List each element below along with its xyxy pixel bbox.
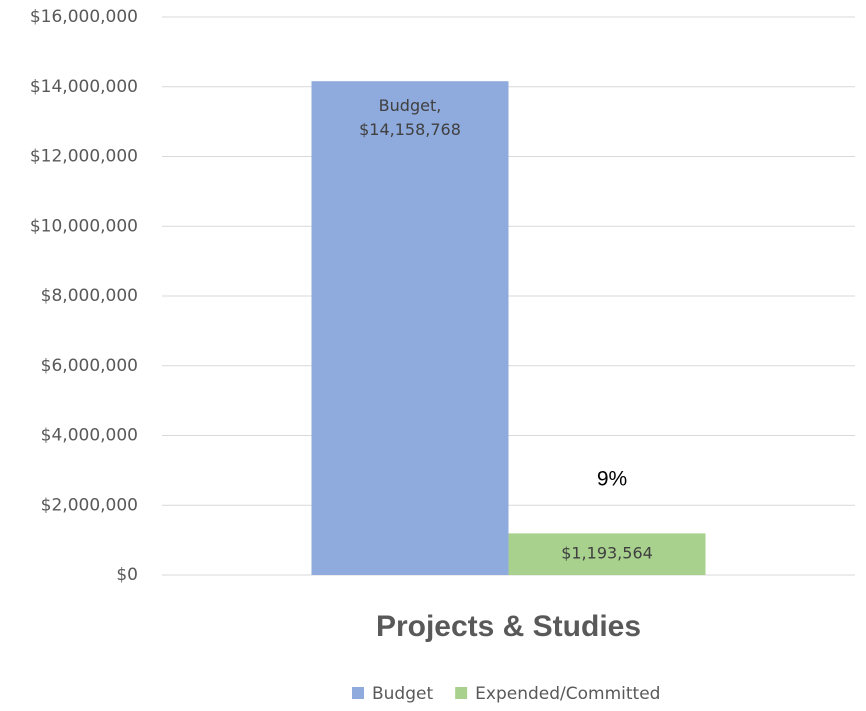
y-tick-label: $4,000,000 (41, 426, 138, 446)
y-tick-label: $6,000,000 (41, 356, 138, 376)
bar (508, 533, 706, 575)
legend-swatch (352, 687, 364, 699)
legend-label: Expended/Committed (475, 684, 660, 704)
data-label: Budget, $14,158,768 (359, 96, 461, 139)
data-label: $1,193,564 (561, 544, 653, 563)
y-tick-label: $2,000,000 (41, 495, 138, 515)
annotation: 9% (597, 468, 627, 491)
legend-swatch (455, 687, 468, 699)
y-tick-label: $16,000,000 (30, 7, 138, 27)
x-category-label: Projects & Studies (376, 610, 641, 643)
y-tick-label: $10,000,000 (30, 216, 138, 236)
y-tick-label: $0 (116, 565, 138, 585)
legend-label: Budget (372, 684, 433, 704)
bar (311, 81, 509, 576)
y-tick-label: $8,000,000 (41, 286, 138, 306)
y-tick-label: $14,000,000 (30, 77, 138, 97)
y-tick-label: $12,000,000 (30, 147, 138, 167)
